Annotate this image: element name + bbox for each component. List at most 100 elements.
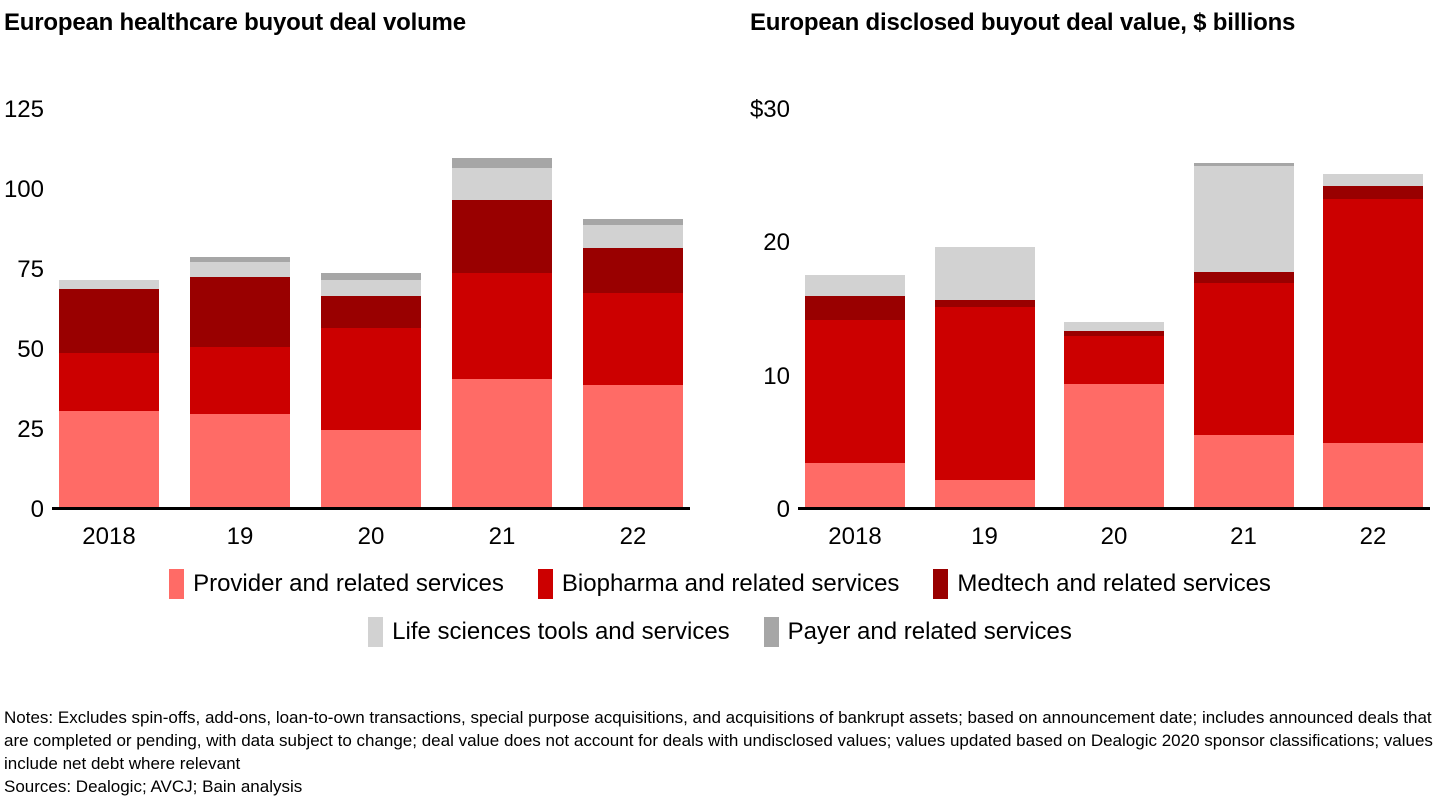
bar-segment xyxy=(321,295,421,328)
notes-text: Notes: Excludes spin-offs, add-ons, loan… xyxy=(4,708,1433,773)
bar-segment xyxy=(1193,165,1294,273)
x-axis-label: 21 xyxy=(1230,523,1257,550)
plot-area xyxy=(52,110,690,510)
x-axis-label: 22 xyxy=(619,523,647,550)
bar-segment xyxy=(321,430,421,507)
bar-segment xyxy=(583,292,683,386)
bar-segment xyxy=(190,262,290,277)
x-axis-label: 20 xyxy=(1100,523,1128,550)
legend-label: Life sciences tools and services xyxy=(392,618,730,645)
legend-swatch-icon xyxy=(368,617,384,647)
bar-segment xyxy=(805,463,905,507)
bar-segment xyxy=(1193,283,1294,435)
bar-segment xyxy=(190,276,290,348)
legend-swatch-icon xyxy=(537,569,553,599)
bar-segment xyxy=(190,414,290,507)
x-axis-label: 2018 xyxy=(82,523,136,550)
bar-segment xyxy=(1064,384,1164,507)
x-axis-label: 2018 xyxy=(828,523,882,550)
bar-segment xyxy=(1323,443,1423,507)
bar-segment xyxy=(190,347,290,415)
legend-label: Provider and related services xyxy=(193,570,504,597)
legend-row: Life sciences tools and services Payer an… xyxy=(0,617,1440,647)
x-axis-label: 22 xyxy=(1359,523,1387,550)
bar-segment xyxy=(583,225,683,248)
bar-segment xyxy=(59,411,159,507)
x-axis-label: 20 xyxy=(357,523,385,550)
y-axis-tick-label: 20 xyxy=(763,229,790,257)
deal-value-plot-row: 0 10 20 $30 xyxy=(750,97,1430,523)
y-axis-tick-label: 10 xyxy=(763,362,790,390)
legend: Provider and related services Biopharma a… xyxy=(0,569,1440,647)
legend-swatch-icon xyxy=(169,569,185,599)
bar-segment xyxy=(1323,185,1423,199)
bar-segment xyxy=(321,327,421,431)
stacked-bar-2018 xyxy=(59,279,159,507)
bar-segment xyxy=(1193,272,1294,283)
bar-segment xyxy=(59,279,159,290)
bar-segment xyxy=(1064,321,1164,332)
stacked-bar-19 xyxy=(934,247,1035,507)
bar-segment xyxy=(934,480,1035,507)
stacked-bar-2018 xyxy=(805,275,905,507)
bar-segment xyxy=(1064,336,1164,385)
bar-segment xyxy=(805,275,905,297)
y-axis-tick-label: 75 xyxy=(17,256,44,283)
y-axis-tick-label: $30 xyxy=(749,96,790,123)
x-axis-label: 19 xyxy=(971,523,998,550)
notes-block: Notes: Excludes spin-offs, add-ons, loan… xyxy=(4,706,1436,798)
y-axis-ticks: 0 25 50 75 100 125 xyxy=(4,97,52,523)
bar-segment xyxy=(583,247,683,293)
deal-value-chart-title: European disclosed buyout deal value, $ … xyxy=(750,9,1296,36)
bar-segment xyxy=(59,353,159,411)
legend-item: Life sciences tools and services xyxy=(368,617,730,647)
stacked-bar-19 xyxy=(190,257,290,507)
legend-swatch-icon xyxy=(763,617,779,647)
bar-segment xyxy=(934,247,1035,301)
y-axis-tick-label: 0 xyxy=(776,496,790,523)
bar-segment xyxy=(321,273,421,280)
bar-segment xyxy=(1323,173,1423,186)
bar-segment xyxy=(1323,199,1423,443)
stacked-bar-22 xyxy=(1323,173,1423,507)
y-axis-tick-label: 125 xyxy=(3,96,44,123)
legend-item: Payer and related services xyxy=(763,617,1072,647)
bar-segment xyxy=(805,320,905,463)
bar-segment xyxy=(934,300,1035,308)
y-axis-ticks: 0 10 20 $30 xyxy=(750,97,798,523)
bar-segment xyxy=(1193,163,1294,166)
bar-segment xyxy=(452,167,552,200)
bar-segment xyxy=(1064,331,1164,337)
sources-text: Sources: Dealogic; AVCJ; Bain analysis xyxy=(4,777,303,796)
x-axis-label: 21 xyxy=(488,523,516,550)
y-axis-tick-label: 0 xyxy=(30,496,44,523)
legend-item: Biopharma and related services xyxy=(537,569,900,599)
charts-row: European healthcare buyout deal volume 0… xyxy=(0,0,1440,551)
y-axis-tick-label: 25 xyxy=(17,416,44,443)
y-axis-tick-label: 50 xyxy=(17,336,44,363)
legend-label: Biopharma and related services xyxy=(561,570,900,597)
bar-segment xyxy=(190,257,290,263)
stacked-bar-20 xyxy=(321,273,421,507)
x-axis-labels: 2018 19 20 21 22 xyxy=(798,523,1430,551)
stacked-bar-20 xyxy=(1064,321,1164,507)
deal-volume-plot-row: 0 25 50 75 100 125 xyxy=(4,97,690,523)
legend-label: Medtech and related services xyxy=(957,570,1271,597)
legend-item: Medtech and related services xyxy=(933,569,1271,599)
bar-segment xyxy=(583,385,683,507)
bar-segment xyxy=(452,273,552,379)
bar-segment xyxy=(59,289,159,354)
bar-segment xyxy=(452,199,552,274)
bar-segment xyxy=(805,296,905,321)
x-axis-labels: 2018 19 20 21 22 xyxy=(52,523,690,551)
deal-volume-chart-title: European healthcare buyout deal volume xyxy=(4,9,466,36)
stacked-bar-21 xyxy=(1193,163,1294,507)
deal-value-chart: European disclosed buyout deal value, $ … xyxy=(720,0,1440,551)
stacked-bar-21 xyxy=(452,158,552,507)
bar-segment xyxy=(583,219,683,226)
bar-segment xyxy=(452,379,552,507)
legend-label: Payer and related services xyxy=(787,618,1072,645)
deal-volume-chart: European healthcare buyout deal volume 0… xyxy=(0,0,720,551)
plot-area xyxy=(798,110,1430,510)
